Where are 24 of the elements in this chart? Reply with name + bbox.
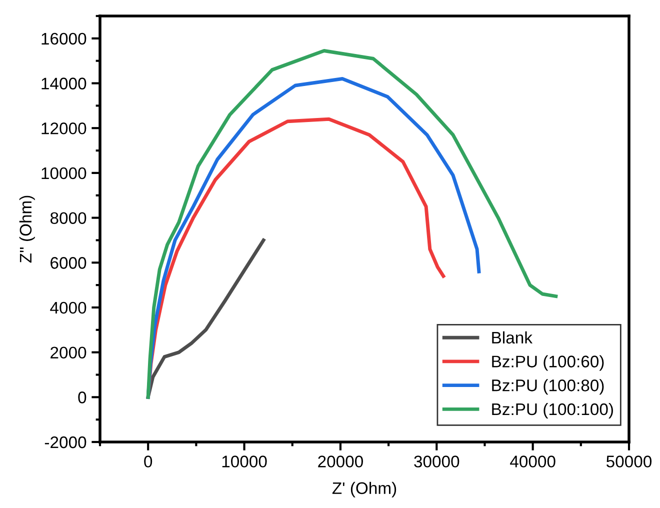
y-tick-label: 10000	[42, 167, 86, 180]
x-axis-title: Z' (Ohm)	[332, 482, 396, 498]
y-tick-label: 8000	[50, 212, 86, 224]
y-tick-label: 6000	[50, 257, 86, 269]
line-series	[146, 77, 481, 399]
y-tick-label: 14000	[42, 78, 86, 90]
legend-label: Blank	[492, 331, 533, 344]
legend-label: Bz:PU (100:100)	[492, 402, 613, 418]
y-tick-label: 0	[78, 392, 86, 404]
y-tick-label: 16000	[42, 32, 86, 45]
y-tick-label: 2000	[50, 346, 86, 359]
x-tick-label: 0	[144, 456, 152, 468]
y-tick-label: -2000	[44, 436, 86, 448]
x-tick-label: 50000	[606, 456, 652, 468]
line-series	[146, 238, 266, 399]
y-tick-label: 4000	[50, 302, 86, 314]
x-tick-label: 20000	[318, 456, 363, 468]
x-tick-label: 30000	[414, 456, 460, 468]
y-axis-title: Z'' (Ohm)	[19, 196, 35, 263]
x-tick-label: 40000	[510, 456, 556, 468]
legend-label: Bz:PU (100:60)	[492, 355, 604, 371]
x-tick-label: 10000	[222, 456, 267, 468]
y-tick-label: 12000	[42, 122, 86, 134]
legend-label: Bz:PU (100:80)	[492, 379, 604, 395]
